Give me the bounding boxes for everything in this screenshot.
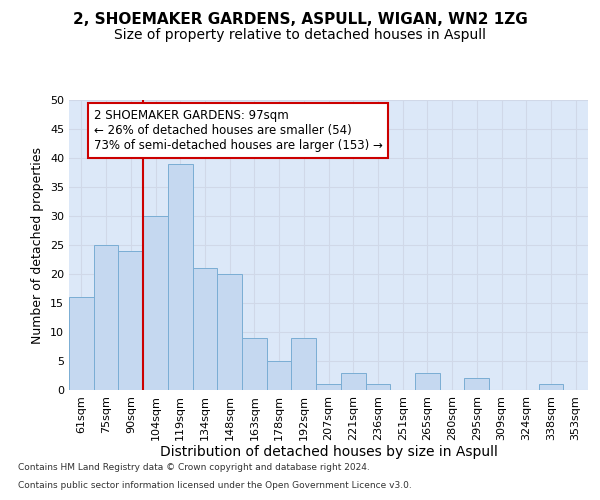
Bar [292,338,316,390]
Bar [464,378,489,390]
Text: Contains public sector information licensed under the Open Government Licence v3: Contains public sector information licen… [18,481,412,490]
Bar [94,245,118,390]
Text: Contains HM Land Registry data © Crown copyright and database right 2024.: Contains HM Land Registry data © Crown c… [18,464,370,472]
Text: Size of property relative to detached houses in Aspull: Size of property relative to detached ho… [114,28,486,42]
Bar [341,372,365,390]
Text: 2, SHOEMAKER GARDENS, ASPULL, WIGAN, WN2 1ZG: 2, SHOEMAKER GARDENS, ASPULL, WIGAN, WN2… [73,12,527,28]
Text: 2 SHOEMAKER GARDENS: 97sqm
← 26% of detached houses are smaller (54)
73% of semi: 2 SHOEMAKER GARDENS: 97sqm ← 26% of deta… [94,108,383,152]
Bar [69,297,94,390]
Bar [539,384,563,390]
Bar [168,164,193,390]
Bar [143,216,168,390]
Bar [316,384,341,390]
Bar [415,372,440,390]
X-axis label: Distribution of detached houses by size in Aspull: Distribution of detached houses by size … [160,446,497,460]
Bar [193,268,217,390]
Bar [242,338,267,390]
Bar [365,384,390,390]
Bar [118,251,143,390]
Bar [217,274,242,390]
Y-axis label: Number of detached properties: Number of detached properties [31,146,44,344]
Bar [267,361,292,390]
